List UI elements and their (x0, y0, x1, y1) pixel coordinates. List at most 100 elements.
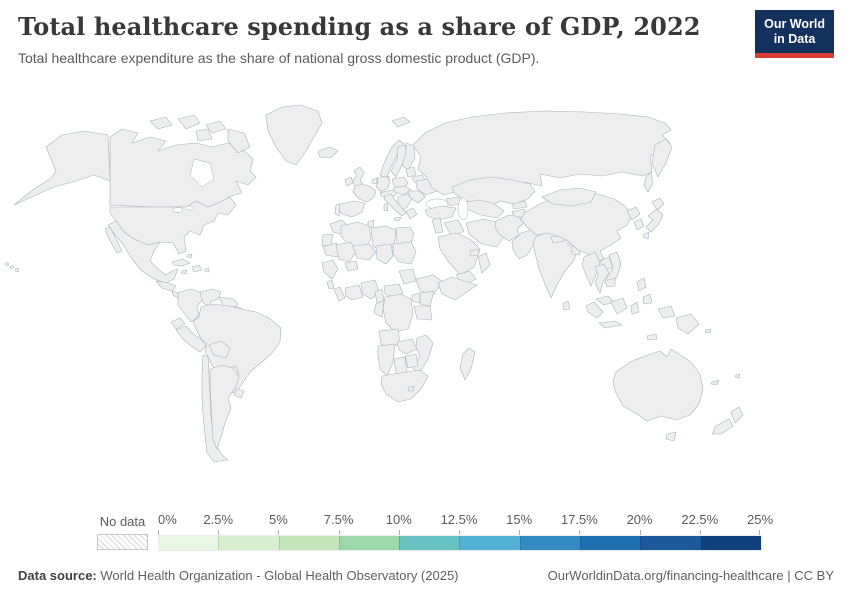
country-mexico-baja[interactable] (104, 226, 123, 254)
country-bolivia[interactable] (208, 340, 231, 359)
country-south-korea[interactable] (633, 218, 645, 231)
country-philippines-mindanao[interactable] (642, 293, 653, 305)
country-new-zealand-north[interactable] (730, 406, 744, 424)
country-kenya[interactable] (419, 290, 435, 307)
country-tasmania[interactable] (665, 431, 677, 442)
country-south-sudan[interactable] (398, 268, 417, 285)
country-italy-sicily[interactable] (393, 216, 402, 222)
country-turkey[interactable] (424, 205, 457, 221)
country-venezuela[interactable] (199, 288, 222, 307)
country-japan-kyushu[interactable] (642, 231, 650, 240)
country-drc[interactable] (382, 293, 414, 333)
country-kyrgyzstan[interactable] (511, 200, 528, 210)
country-greece[interactable] (405, 207, 418, 220)
country-iceland[interactable] (317, 146, 339, 159)
country-zimbabwe[interactable] (404, 353, 419, 369)
legend-bin[interactable] (580, 536, 641, 550)
country-canada[interactable] (177, 114, 201, 130)
country-poland[interactable] (391, 176, 409, 189)
legend-bin[interactable] (338, 536, 400, 550)
country-chile[interactable] (201, 354, 229, 463)
country-japan-hokkaido[interactable] (651, 197, 665, 211)
country-indonesia-sumatra[interactable] (585, 301, 604, 319)
country-solomon-islands[interactable] (704, 328, 712, 334)
country-fiji[interactable] (734, 373, 741, 379)
country-uzbekistan-turkmenistan[interactable] (461, 199, 505, 219)
country-afghanistan[interactable] (494, 214, 525, 242)
legend-bin[interactable] (700, 536, 761, 550)
legend-bin[interactable] (278, 536, 339, 550)
country-guatemala-honduras[interactable] (155, 280, 177, 292)
country-thailand[interactable] (594, 263, 610, 294)
country-portugal[interactable] (334, 203, 341, 217)
country-sweden[interactable] (390, 144, 408, 178)
country-saudi-arabia[interactable] (437, 232, 481, 276)
country-south-africa[interactable] (380, 369, 429, 403)
country-somalia[interactable] (437, 276, 478, 301)
country-hispaniola[interactable] (191, 264, 203, 273)
legend-bin[interactable] (640, 536, 701, 550)
country-uruguay[interactable] (233, 388, 245, 399)
country-iraq[interactable] (443, 219, 465, 238)
country-spain[interactable] (336, 200, 366, 218)
legend-bin[interactable] (399, 536, 460, 550)
legend-bin[interactable] (218, 536, 279, 550)
country-chad[interactable] (375, 243, 394, 265)
country-bahamas[interactable] (186, 253, 193, 259)
country-indonesia-java[interactable] (598, 320, 623, 329)
legend-no-data[interactable]: No data (97, 514, 148, 550)
country-sri-lanka[interactable] (562, 300, 571, 311)
country-svalbard[interactable] (391, 116, 411, 128)
country-greenland[interactable] (265, 104, 323, 166)
country-indonesia-sulawesi[interactable] (630, 301, 640, 315)
country-new-caledonia[interactable] (710, 379, 720, 386)
country-ecuador[interactable] (170, 317, 186, 330)
country-indonesia-papua[interactable] (657, 305, 676, 319)
country-oman[interactable] (477, 252, 491, 274)
country-germany[interactable] (375, 175, 391, 193)
country-levant[interactable] (431, 217, 444, 234)
footer-link[interactable]: OurWorldinData.org/financing-healthcare … (547, 568, 834, 583)
country-peru[interactable] (175, 325, 207, 353)
country-colombia[interactable] (177, 288, 204, 323)
country-congo-gabon[interactable] (373, 299, 385, 318)
country-italy[interactable] (383, 193, 407, 217)
country-russia[interactable] (412, 110, 672, 196)
country-united-states-hawaii[interactable] (5, 262, 9, 266)
country-cambodia[interactable] (604, 277, 616, 288)
country-timor-leste[interactable] (646, 333, 658, 341)
country-united-states-alaska[interactable] (13, 130, 111, 206)
country-gulf-states[interactable] (469, 248, 480, 257)
country-nigeria[interactable] (360, 279, 380, 300)
country-philippines-luzon[interactable] (636, 277, 647, 292)
country-uganda[interactable] (411, 292, 421, 304)
legend-bin[interactable] (159, 536, 219, 550)
country-new-zealand-south[interactable] (711, 418, 734, 435)
country-mexico[interactable] (107, 220, 179, 284)
country-namibia[interactable] (377, 343, 396, 377)
country-russia-sakhalin[interactable] (643, 171, 654, 193)
legend-no-data-swatch[interactable] (97, 534, 148, 550)
country-botswana[interactable] (393, 356, 408, 375)
country-argentina[interactable] (209, 364, 240, 450)
country-sierra-leone[interactable] (326, 279, 335, 290)
country-mongolia[interactable] (541, 187, 597, 207)
country-france[interactable] (352, 183, 377, 203)
country-pakistan[interactable] (511, 229, 540, 260)
country-canada[interactable] (195, 128, 213, 142)
owid-logo[interactable]: Our World in Data (755, 10, 834, 58)
country-zambia[interactable] (396, 338, 418, 355)
country-madagascar[interactable] (459, 347, 476, 381)
country-senegal-guinea[interactable] (321, 259, 339, 280)
country-niger[interactable] (352, 243, 377, 261)
country-mali[interactable] (335, 241, 357, 263)
country-puerto-rico[interactable] (204, 267, 210, 273)
country-malaysia[interactable] (595, 295, 615, 306)
country-papua-new-guinea[interactable] (675, 313, 700, 335)
country-united-states-hawaii[interactable] (10, 265, 14, 269)
country-russia-kamchatka[interactable] (651, 138, 673, 178)
country-czech-slovak-hungary[interactable] (392, 185, 412, 196)
country-north-korea[interactable] (626, 206, 641, 221)
country-liberia[interactable] (333, 286, 346, 302)
country-indonesia-borneo[interactable] (610, 297, 628, 315)
